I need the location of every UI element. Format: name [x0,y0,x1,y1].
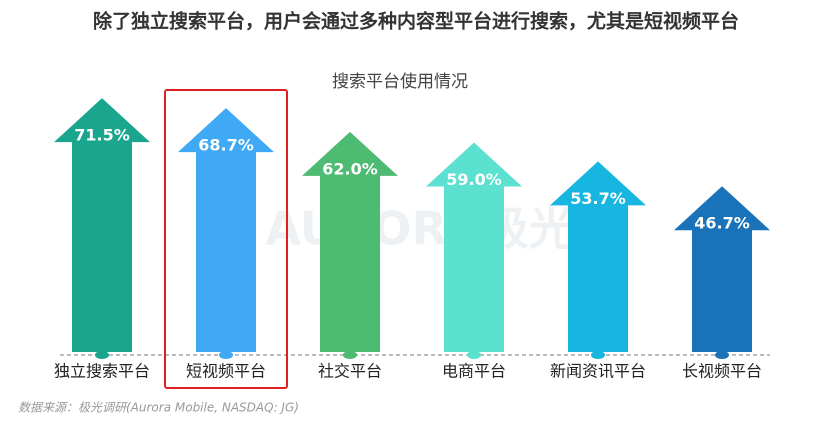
dot [95,351,109,359]
value-label: 46.7% [694,214,750,233]
chart-title: 搜索平台使用情况 [332,71,468,92]
value-label: 59.0% [446,170,502,189]
category-label: 电商平台 [442,362,506,381]
value-label: 62.0% [322,159,378,178]
dot [219,351,233,359]
value-label: 53.7% [570,189,626,208]
value-label: 68.7% [198,136,254,155]
arrow-bar [674,186,770,352]
arrow-bar [550,161,646,352]
arrow-bar [426,142,522,352]
category-label: 新闻资讯平台 [550,362,646,381]
source: 数据来源：极光调研(Aurora Mobile, NASDAQ: JG) [18,401,299,415]
arrow-bar [302,131,398,352]
dot [467,351,481,359]
arrow-bar [178,108,274,353]
category-label: 长视频平台 [682,362,762,381]
headline: 除了独立搜索平台，用户会通过多种内容型平台进行搜索，尤其是短视频平台 [93,10,739,33]
highlight-box [164,89,288,389]
value-label: 71.5% [74,126,130,145]
category-label: 短视频平台 [186,362,266,381]
arrow-bar [54,98,150,352]
watermark: AURORA极光 [265,202,574,256]
category-label: 社交平台 [318,362,382,381]
dot [715,351,729,359]
category-label: 独立搜索平台 [54,362,150,381]
dot [591,351,605,359]
dot [343,351,357,359]
